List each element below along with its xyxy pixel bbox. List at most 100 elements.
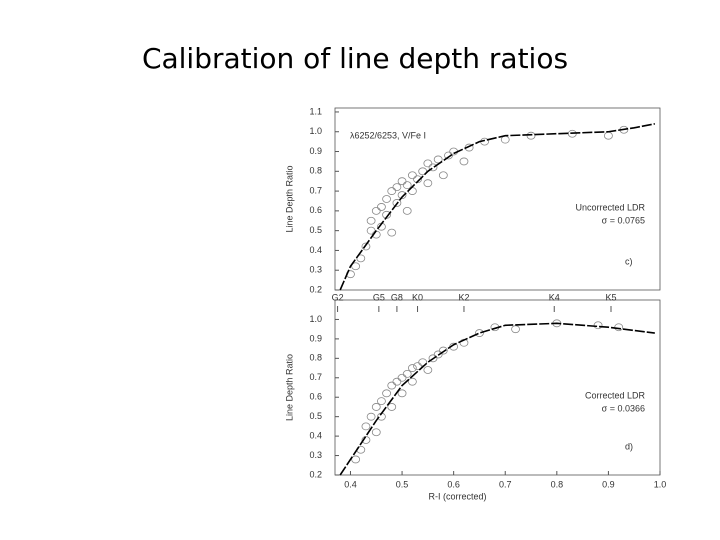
plot-frame	[334, 107, 661, 291]
y-tick-label: 0.2	[309, 469, 322, 479]
x-tick-label: 0.8	[551, 479, 564, 489]
y-tick-label: 1.0	[309, 314, 322, 324]
data-point	[526, 131, 536, 140]
data-point	[387, 381, 397, 390]
data-point	[382, 195, 391, 203]
data-point	[392, 183, 402, 192]
data-point	[423, 179, 433, 188]
data-point	[402, 369, 412, 378]
data-point	[361, 436, 371, 444]
data-point	[387, 228, 397, 237]
data-point	[366, 216, 376, 225]
data-point	[428, 354, 438, 363]
y-tick-label: 0.6	[309, 205, 322, 215]
data-point	[604, 131, 613, 140]
spectral-type: K2	[458, 292, 469, 302]
data-point	[377, 203, 386, 211]
annotation: λ6252/6253, V/Fe I	[350, 130, 426, 140]
data-point	[392, 377, 402, 386]
data-point	[397, 373, 407, 382]
y-tick-label: 0.3	[309, 450, 322, 460]
data-point	[418, 167, 428, 176]
y-tick-label: 0.5	[309, 225, 322, 235]
data-point	[366, 412, 376, 421]
y-tick-label: 0.2	[309, 284, 322, 294]
data-point	[511, 325, 520, 334]
data-point	[371, 403, 381, 411]
x-tick-label: 0.6	[447, 479, 460, 489]
annotation: d)	[625, 441, 633, 451]
data-point	[382, 389, 391, 398]
data-point	[356, 254, 366, 263]
x-tick-label: 0.7	[499, 479, 512, 489]
data-point	[407, 171, 417, 180]
data-point	[402, 206, 412, 215]
data-point	[423, 366, 433, 374]
data-point	[438, 171, 448, 180]
data-point	[459, 157, 469, 166]
spectral-type: K0	[412, 292, 423, 302]
y-axis-label: Line Depth Ratio	[284, 165, 294, 232]
x-tick-label: 0.4	[344, 479, 357, 489]
data-point	[407, 364, 417, 372]
spectral-type: K4	[549, 292, 560, 302]
fit-curve	[339, 322, 655, 476]
spectral-type: G5	[373, 292, 385, 302]
y-tick-label: 0.7	[309, 372, 322, 382]
data-point	[397, 191, 407, 199]
data-point	[418, 358, 428, 367]
y-tick-label: 0.3	[309, 265, 322, 275]
y-tick-label: 1.0	[309, 126, 322, 136]
x-tick-label: 0.5	[396, 479, 409, 489]
y-tick-label: 0.7	[309, 185, 322, 195]
data-point	[402, 181, 412, 190]
data-point	[428, 163, 438, 172]
y-tick-label: 0.8	[309, 166, 322, 176]
y-tick-label: 0.5	[309, 411, 322, 421]
y-tick-label: 0.4	[309, 245, 322, 255]
x-tick-label: 0.9	[602, 479, 615, 489]
plot-frame	[334, 299, 661, 476]
data-point	[392, 199, 402, 207]
annotation: Corrected LDR	[585, 391, 646, 401]
data-point	[433, 350, 443, 359]
x-axis-label: R-I (corrected)	[428, 491, 486, 501]
data-point	[387, 187, 397, 195]
data-point	[413, 362, 422, 371]
x-tick-label: 1.0	[654, 479, 667, 489]
y-tick-label: 0.8	[309, 353, 322, 363]
data-point	[614, 323, 624, 332]
y-tick-label: 0.4	[309, 430, 322, 440]
data-point	[387, 403, 397, 411]
spectral-type: K5	[605, 292, 616, 302]
y-axis-label: Line Depth Ratio	[284, 354, 294, 421]
data-point	[397, 177, 407, 186]
y-tick-label: 0.6	[309, 392, 322, 402]
data-point	[593, 321, 603, 330]
data-point	[433, 155, 443, 164]
data-point	[366, 226, 376, 235]
data-point	[423, 159, 433, 168]
y-tick-label: 1.1	[309, 106, 322, 116]
data-point	[407, 377, 417, 386]
data-point	[351, 262, 361, 271]
data-point	[361, 422, 371, 431]
data-point	[371, 428, 381, 437]
slide-title: Calibration of line depth ratios	[142, 42, 568, 75]
spectral-type: G2	[332, 292, 344, 302]
annotation: c)	[625, 256, 633, 266]
annotation: σ = 0.0366	[602, 404, 645, 414]
data-point	[361, 242, 371, 251]
data-point	[438, 346, 448, 355]
data-point	[371, 206, 381, 215]
data-point	[397, 389, 407, 398]
annotation: σ = 0.0765	[602, 215, 645, 225]
annotation: Uncorrected LDR	[575, 202, 645, 212]
data-point	[444, 151, 453, 160]
data-point	[500, 135, 510, 144]
data-point	[351, 455, 361, 464]
y-tick-label: 0.9	[309, 333, 322, 343]
data-point	[475, 329, 484, 337]
fit-curve	[339, 123, 655, 291]
